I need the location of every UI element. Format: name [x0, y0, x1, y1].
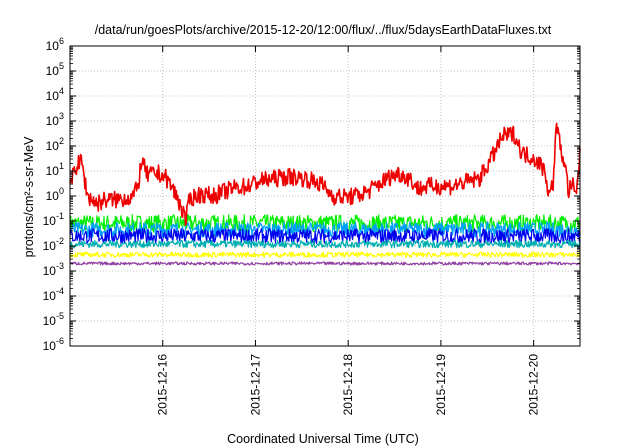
series-line: [69, 251, 581, 258]
chart-title: /data/run/goesPlots/archive/2015-12-20/1…: [95, 23, 552, 37]
y-tick-label: 10-4: [43, 286, 64, 303]
series-line: [69, 221, 581, 238]
y-tick-label: 10-3: [43, 261, 64, 278]
plot-border: [69, 45, 581, 347]
y-tick-label: 104: [46, 86, 64, 103]
y-axis-label: protons/cm²-s-sr-MeV: [22, 136, 36, 258]
y-tick-label: 101: [46, 161, 64, 178]
series-line: [69, 261, 581, 266]
y-tick-label: 10-6: [43, 336, 64, 353]
y-tick-label: 102: [46, 136, 64, 153]
y-tick-label: 105: [46, 61, 64, 78]
x-axis-label: Coordinated Universal Time (UTC): [227, 432, 419, 446]
y-tick-label: 103: [46, 111, 64, 128]
y-tick-label: 100: [46, 186, 64, 203]
grid: [70, 46, 580, 346]
x-tick-label: 2015-12-20: [527, 354, 541, 416]
series-line: [69, 122, 581, 227]
series-line: [69, 228, 581, 245]
y-tick-label: 10-5: [43, 311, 64, 328]
x-tick-label: 2015-12-19: [434, 354, 448, 416]
x-tick-label: 2015-12-18: [341, 354, 355, 416]
y-tick-label: 106: [46, 36, 64, 53]
series-line: [69, 214, 581, 233]
series-group: [69, 122, 581, 266]
x-tick-label: 2015-12-17: [248, 354, 262, 416]
series-line: [69, 239, 581, 249]
x-tick-label: 2015-12-16: [156, 354, 170, 416]
y-tick-label: 10-1: [43, 211, 64, 228]
y-tick-label: 10-2: [43, 236, 64, 253]
axes: 10-6 10-5 10-4 10-3 10-2 10-1 100 101 102 103 104 1…: [43, 36, 581, 416]
